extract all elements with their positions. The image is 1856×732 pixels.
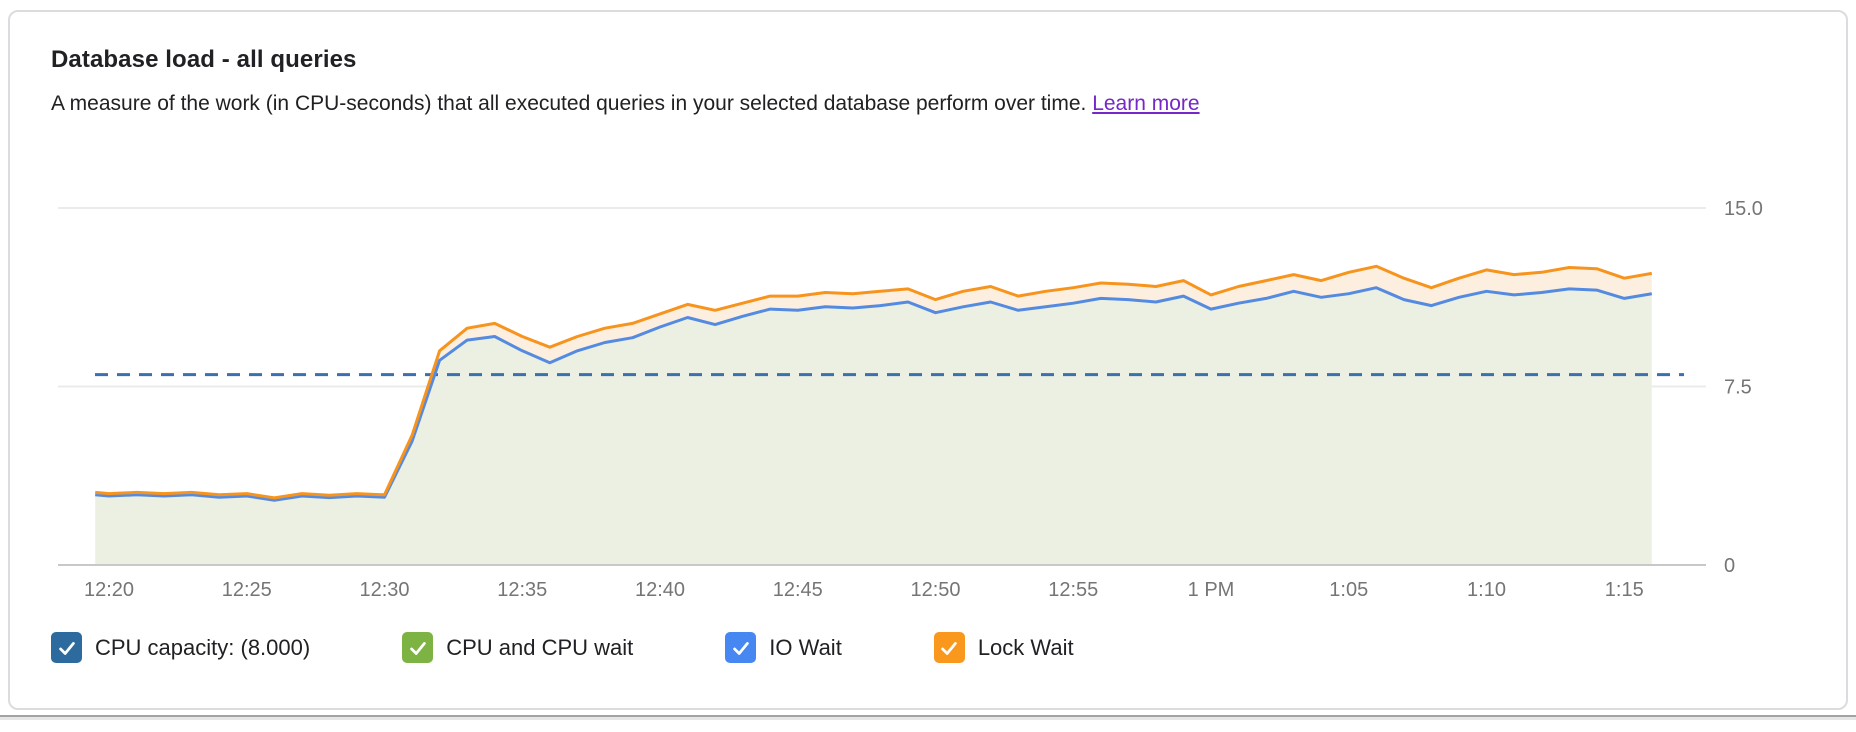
y-axis-label-15.0: 15.0 [1724, 198, 1763, 220]
legend-label-cpu-and-cpu-wait: CPU and CPU wait [446, 634, 634, 660]
database-load-chart: 15.0 7.5 0 12:20 12:25 12:30 12:35 12:40 12:45 12… [58, 172, 1763, 601]
legend-checkbox-io-wait[interactable] [725, 632, 757, 663]
line-layer [58, 264, 1706, 566]
io-wait-line [95, 286, 1653, 502]
legend-label-io-wait: IO Wait [769, 634, 842, 660]
x-axis-label-12:20: 12:20 [84, 579, 134, 601]
y-axis-label-0: 0 [1724, 555, 1735, 577]
legend-item-cpu-and-cpu-wait[interactable]: CPU and CPU wait [402, 632, 633, 663]
checkmark-icon [58, 641, 75, 655]
lock-wait-band-fill [95, 266, 1652, 501]
x-axis-label-12:35: 12:35 [497, 579, 547, 601]
checkmark-icon [732, 641, 749, 655]
x-axis-label-12:45: 12:45 [773, 579, 823, 601]
x-axis-label-1 PM: 1 PM [1188, 579, 1235, 601]
subtitle-text: A measure of the work (in CPU-seconds) t… [51, 92, 1087, 115]
bottom-divider-shadow [0, 717, 1856, 720]
card-subtitle: A measure of the work (in CPU-seconds) t… [51, 92, 1200, 116]
page-title: Database load - all queries [51, 46, 357, 73]
x-axis-label-1:15: 1:15 [1605, 579, 1644, 601]
chart-legend: CPU capacity: (8.000) CPU and CPU wait IO … [51, 632, 1074, 663]
axis-label-layer: 15.0 7.5 0 12:20 12:25 12:30 12:35 12:40 12:45 12… [58, 172, 1763, 601]
lock-wait-line [95, 264, 1653, 500]
legend-checkbox-lock-wait[interactable] [933, 632, 965, 663]
bottom-divider [0, 715, 1856, 717]
area-layer [95, 266, 1652, 565]
x-axis-label-12:30: 12:30 [359, 579, 409, 601]
checkmark-icon [941, 641, 958, 655]
x-axis-label-1:05: 1:05 [1329, 579, 1368, 601]
x-axis-label-12:25: 12:25 [222, 579, 272, 601]
x-axis-label-1:10: 1:10 [1467, 579, 1506, 601]
chart-plot-area[interactable] [58, 172, 1706, 565]
database-load-card: Database load - all queries A measure of… [8, 10, 1848, 710]
learn-more-link[interactable]: Learn more [1092, 92, 1200, 115]
legend-label-lock-wait: Lock Wait [977, 634, 1074, 660]
legend-checkbox-cpu-capacity[interactable] [51, 632, 82, 663]
x-axis-label-12:55: 12:55 [1048, 579, 1098, 601]
cpu-wait-area-fill [95, 287, 1652, 565]
x-axis-label-12:40: 12:40 [635, 579, 685, 601]
legend-checkbox-cpu-and-cpu-wait[interactable] [402, 632, 434, 663]
legend-label-cpu-capacity: CPU capacity: (8.000) [95, 634, 311, 660]
legend-item-lock-wait[interactable]: Lock Wait [933, 632, 1074, 663]
x-axis-label-12:50: 12:50 [910, 579, 960, 601]
legend-item-io-wait[interactable]: IO Wait [725, 632, 842, 663]
grid-layer [58, 207, 1706, 388]
legend-item-cpu-capacity[interactable]: CPU capacity: (8.000) [51, 632, 310, 663]
checkmark-icon [409, 641, 426, 655]
y-axis-label-7.5: 7.5 [1724, 377, 1752, 399]
